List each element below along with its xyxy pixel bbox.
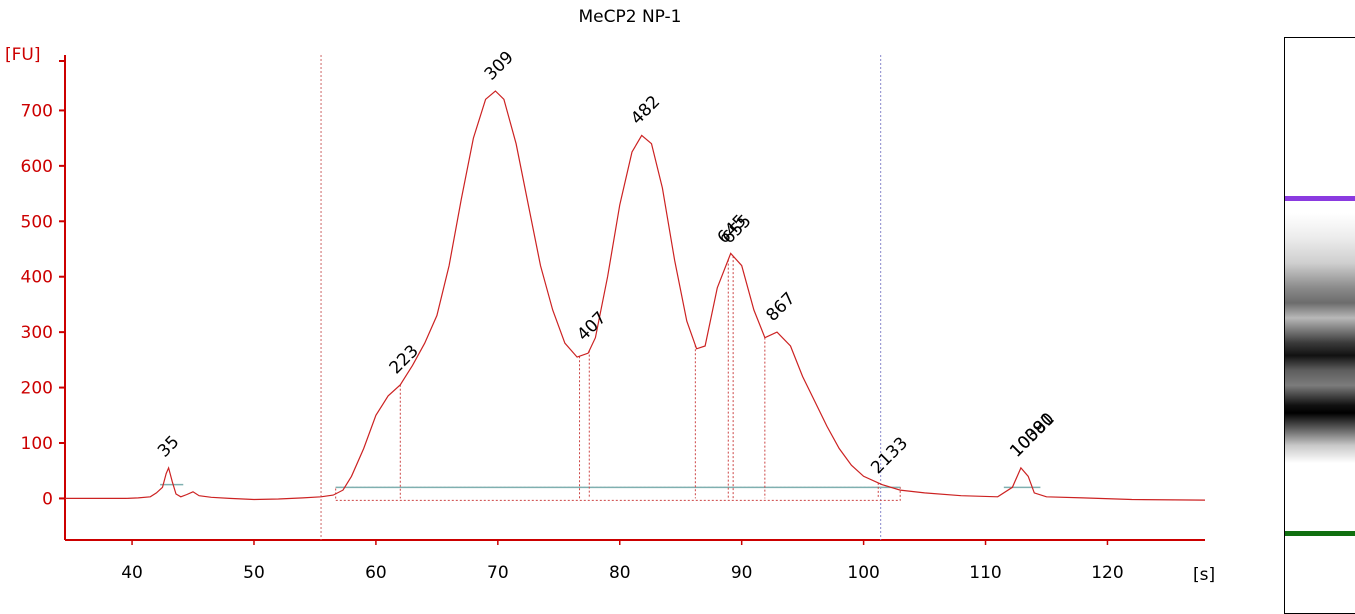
x-tick-label: 120	[1091, 563, 1123, 583]
y-tick-label: 0	[42, 489, 53, 509]
trace-line	[65, 90, 1206, 501]
x-tick-label: 100	[847, 563, 879, 583]
peak-label: 867	[762, 289, 799, 326]
peak-label: 223	[386, 341, 423, 378]
y-tick-label: 200	[21, 379, 53, 399]
x-tick-label: 50	[243, 563, 265, 583]
y-tick-label: 400	[21, 268, 53, 288]
x-tick-label: 90	[731, 563, 753, 583]
chart-title: MeCP2 NP-1	[578, 7, 681, 27]
x-tick-label: 70	[487, 563, 509, 583]
peak-label: 482	[627, 92, 664, 129]
peak-label: 10091	[1006, 409, 1058, 461]
peak-label: 35	[154, 432, 183, 461]
x-axis-label: [s]	[1193, 565, 1215, 585]
y-tick-label: 700	[21, 101, 53, 121]
y-tick-label: 500	[21, 212, 53, 232]
gel-lane	[1284, 37, 1355, 614]
x-tick-label: 110	[969, 563, 1001, 583]
integration-box	[335, 486, 901, 501]
electropherogram-chart: MeCP2 NP-1 [FU] [s] 0 100 200 300 400 500 600 7…	[5, 7, 1215, 585]
lower-marker-band	[1285, 531, 1355, 536]
peak-label: 309	[481, 47, 518, 84]
x-tick-label: 80	[609, 563, 631, 583]
plot-area: 0 100 200 300 400 500 600 700 40 50 60 70 80 90 100 110…	[21, 47, 1206, 583]
x-tick-label: 40	[121, 563, 143, 583]
y-axis-label: [FU]	[5, 45, 41, 65]
upper-marker-band	[1285, 196, 1355, 201]
y-tick-label: 100	[21, 434, 53, 454]
x-tick-label: 60	[365, 563, 387, 583]
peak-label: 2133	[867, 433, 912, 478]
y-tick-label: 600	[21, 157, 53, 177]
y-tick-label: 300	[21, 323, 53, 343]
gel-smear	[1285, 213, 1355, 463]
peak-label: 407	[573, 308, 610, 345]
